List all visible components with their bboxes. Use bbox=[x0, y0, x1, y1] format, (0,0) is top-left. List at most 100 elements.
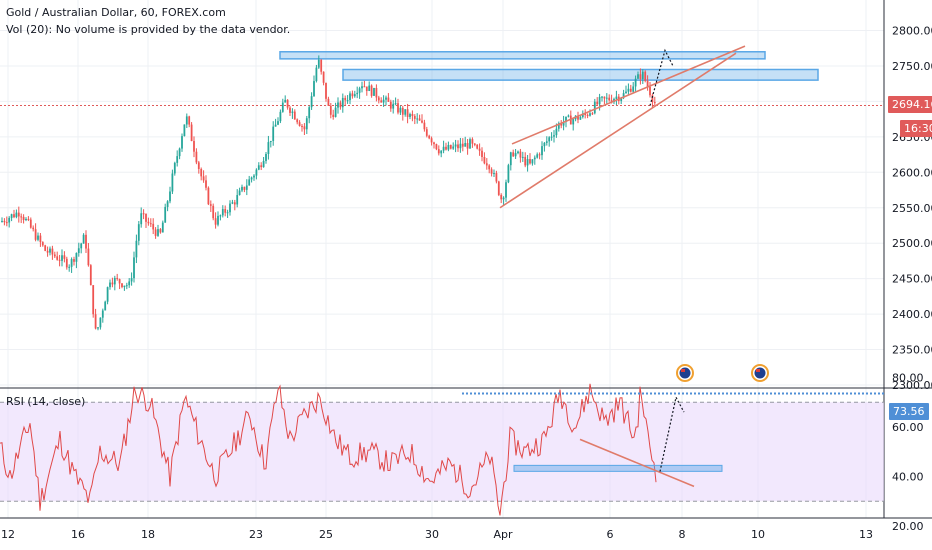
candle-body bbox=[356, 92, 359, 95]
candle-body bbox=[401, 107, 404, 115]
candle-body bbox=[627, 88, 630, 92]
candle-body bbox=[202, 176, 205, 181]
candle-body bbox=[63, 255, 66, 259]
australian-flag-icon bbox=[751, 364, 769, 382]
candle-body bbox=[639, 74, 642, 79]
candle-body bbox=[205, 180, 207, 188]
resistance-zone bbox=[279, 51, 766, 60]
candle-body bbox=[17, 212, 20, 217]
candle-body bbox=[121, 283, 123, 288]
candle-body bbox=[56, 256, 59, 260]
candle-body bbox=[622, 93, 625, 98]
countdown-badge: 16:30 bbox=[900, 120, 932, 137]
candle-body bbox=[389, 101, 392, 109]
candle-body bbox=[380, 100, 383, 103]
candle-body bbox=[553, 135, 555, 137]
price-tick-label: 2600.00 bbox=[892, 166, 932, 179]
candle-body bbox=[615, 96, 618, 99]
candle-body bbox=[529, 159, 531, 164]
candle-body bbox=[538, 154, 541, 156]
candle-body bbox=[593, 101, 596, 114]
candle-body bbox=[363, 86, 366, 88]
candle-body bbox=[488, 165, 491, 170]
chart-title: Gold / Australian Dollar, 60, FOREX.com bbox=[6, 6, 226, 19]
candle-body bbox=[250, 177, 253, 180]
candle-body bbox=[269, 140, 272, 143]
time-tick-label: 25 bbox=[319, 528, 333, 541]
candle-body bbox=[308, 107, 311, 119]
time-tick-label: 13 bbox=[859, 528, 873, 541]
candle-body bbox=[332, 114, 335, 117]
rsi-line bbox=[0, 383, 657, 516]
candle-body bbox=[562, 121, 565, 126]
candle-body bbox=[392, 103, 395, 109]
candle-body bbox=[10, 214, 13, 218]
candle-body bbox=[641, 71, 644, 79]
candle-body bbox=[73, 259, 75, 262]
candle-body bbox=[301, 125, 303, 127]
candle-body bbox=[58, 259, 61, 261]
candle-body bbox=[260, 165, 263, 168]
candle-body bbox=[315, 67, 318, 82]
candle-body bbox=[44, 245, 47, 251]
australian-flag-icon bbox=[676, 364, 694, 382]
candle-body bbox=[447, 144, 450, 150]
candle-body bbox=[397, 103, 399, 113]
candle-body bbox=[5, 222, 8, 224]
candle-body bbox=[406, 109, 409, 117]
candle-body bbox=[255, 169, 258, 176]
candle-body bbox=[449, 144, 452, 149]
candle-body bbox=[279, 111, 282, 122]
candle-body bbox=[481, 150, 483, 157]
candle-body bbox=[454, 144, 457, 147]
candle-body bbox=[644, 71, 647, 81]
price-tick-label: 2400.00 bbox=[892, 308, 932, 321]
volume-note: Vol (20): No volume is provided by the d… bbox=[6, 23, 291, 36]
rsi-support-zone bbox=[513, 464, 723, 472]
projection-arrow bbox=[649, 48, 674, 106]
candle-body bbox=[377, 97, 380, 101]
candle-body bbox=[349, 93, 351, 101]
candle-body bbox=[214, 218, 217, 225]
candles bbox=[1, 55, 656, 331]
candle-body bbox=[445, 146, 447, 150]
candle-body bbox=[608, 97, 611, 101]
candle-body bbox=[421, 120, 423, 123]
candle-body bbox=[193, 141, 195, 152]
candle-body bbox=[610, 100, 613, 103]
candle-body bbox=[113, 277, 116, 285]
candle-body bbox=[428, 135, 431, 139]
candle-body bbox=[524, 156, 527, 166]
candle-body bbox=[80, 243, 83, 249]
candle-body bbox=[25, 218, 27, 220]
candle-body bbox=[284, 99, 287, 103]
candle-body bbox=[233, 202, 236, 205]
candle-body bbox=[385, 97, 387, 100]
candle-body bbox=[310, 96, 313, 108]
candle-body bbox=[579, 117, 582, 120]
candle-body bbox=[452, 146, 455, 149]
time-tick-label: 16 bbox=[71, 528, 85, 541]
candle-body bbox=[169, 191, 171, 202]
candle-body bbox=[229, 203, 231, 213]
candle-body bbox=[416, 118, 419, 120]
candle-body bbox=[591, 113, 594, 115]
resistance-zone bbox=[342, 68, 819, 81]
candle-body bbox=[116, 277, 119, 280]
candle-body bbox=[413, 116, 416, 119]
candle-body bbox=[423, 122, 426, 130]
candle-body bbox=[533, 157, 536, 160]
candle-body bbox=[404, 109, 407, 115]
candle-body bbox=[1, 220, 3, 222]
rsi-value-badge: 73.56 bbox=[889, 403, 929, 420]
candle-body bbox=[581, 113, 584, 118]
candle-body bbox=[241, 186, 243, 191]
candle-body bbox=[195, 151, 198, 163]
candle-body bbox=[200, 168, 203, 177]
candle-body bbox=[238, 190, 241, 196]
candle-body bbox=[596, 101, 599, 105]
candle-body bbox=[589, 113, 591, 116]
candle-body bbox=[531, 159, 534, 164]
candle-body bbox=[70, 259, 73, 267]
